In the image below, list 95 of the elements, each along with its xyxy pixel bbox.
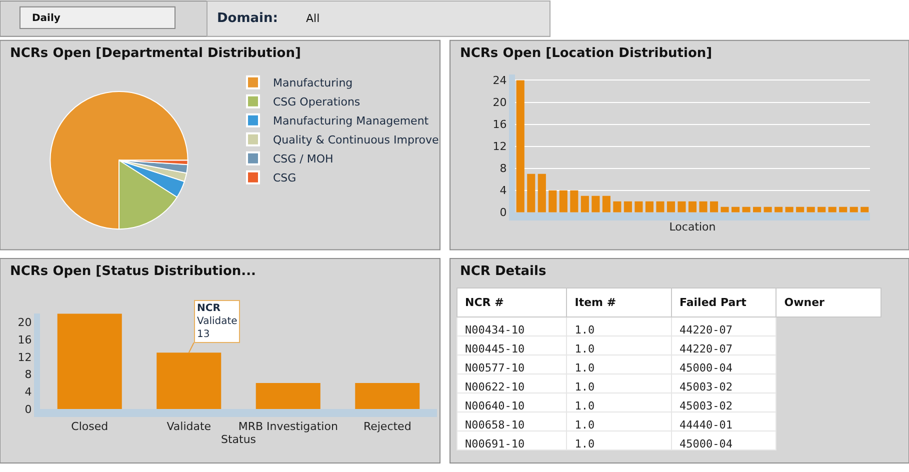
text: N00434-10 xyxy=(465,323,525,336)
x-tick-label: Validate xyxy=(166,420,212,434)
text: All xyxy=(306,12,320,25)
chart-title: NCRs Open [Location Distribution] xyxy=(460,46,712,61)
text: 1.0 xyxy=(574,323,595,336)
bar xyxy=(602,196,610,212)
bar xyxy=(57,314,122,409)
y-tick-label: 20 xyxy=(18,316,32,330)
text: Daily xyxy=(32,13,61,24)
text: 44220-07 xyxy=(679,323,732,336)
bar xyxy=(634,201,643,212)
y-tick-label: 0 xyxy=(500,206,507,220)
bar xyxy=(688,201,697,212)
text: Domain: xyxy=(217,11,278,26)
y-tick-label: 24 xyxy=(492,74,507,88)
text: N00622-10 xyxy=(465,380,525,394)
bar xyxy=(753,206,762,212)
text: 1.0 xyxy=(574,399,595,412)
bar xyxy=(548,190,557,212)
text: 44440-01 xyxy=(679,418,732,432)
bar xyxy=(774,206,783,212)
text: N00445-10 xyxy=(465,342,525,356)
bar xyxy=(527,174,536,212)
bar xyxy=(796,206,804,212)
text: 1.0 xyxy=(574,380,595,394)
bar xyxy=(732,206,740,212)
y-tick-label: 12 xyxy=(18,350,32,364)
bar xyxy=(559,190,568,212)
legend-label: CSG xyxy=(273,172,296,185)
y-tick-label: 4 xyxy=(500,184,507,198)
bar xyxy=(613,201,622,212)
bar xyxy=(355,382,420,409)
bar xyxy=(570,190,578,212)
bar xyxy=(839,206,848,212)
x-axis-title: Location xyxy=(669,220,716,234)
text: 45000-04 xyxy=(679,361,732,374)
text: N00691-10 xyxy=(465,437,525,450)
text: 1.0 xyxy=(574,361,595,374)
bar xyxy=(806,206,815,212)
y-tick-label: 4 xyxy=(24,385,32,398)
bar xyxy=(720,206,729,212)
legend-label: Quality & Continuous Improve xyxy=(273,134,439,147)
category-label: Owner xyxy=(784,296,826,310)
bar xyxy=(678,201,686,212)
x-tick-label: MRB Investigation xyxy=(238,420,338,434)
text: 44220-07 xyxy=(679,342,732,356)
y-tick-label: 0 xyxy=(24,402,32,416)
bar xyxy=(645,201,654,212)
bar xyxy=(592,196,600,212)
x-tick-label: Closed xyxy=(71,420,108,434)
x-tick-label: Rejected xyxy=(363,420,412,434)
bar xyxy=(256,382,320,409)
legend-label: CSG Operations xyxy=(273,96,360,109)
text: 45003-02 xyxy=(679,399,732,412)
bar xyxy=(699,201,708,212)
chart-title: NCRs Open [Status Distribution... xyxy=(10,264,256,279)
bar xyxy=(538,174,546,212)
bar xyxy=(656,201,664,212)
bar xyxy=(742,206,750,212)
legend-label: Manufacturing xyxy=(273,76,353,90)
bar xyxy=(860,206,869,212)
annotation: NCR Validate 13 xyxy=(197,303,238,340)
text: N00577-10 xyxy=(465,361,525,374)
y-tick-label: 12 xyxy=(492,140,507,154)
bar xyxy=(764,206,772,212)
bar xyxy=(828,206,836,212)
y-tick-label: 20 xyxy=(492,96,507,110)
text: 45000-04 xyxy=(679,437,732,450)
text: 45003-02 xyxy=(679,380,732,394)
y-tick-label: 8 xyxy=(500,162,507,176)
y-tick-label: 8 xyxy=(24,368,32,382)
legend-label: CSG / MOH xyxy=(273,152,334,166)
y-tick-label: 16 xyxy=(18,333,32,346)
bar xyxy=(156,352,222,409)
bar xyxy=(785,206,794,212)
bar xyxy=(818,206,826,212)
y-tick-label: 16 xyxy=(492,118,507,132)
x-axis-title: Status xyxy=(220,433,256,446)
text: 1.0 xyxy=(574,342,595,356)
bar xyxy=(850,206,858,212)
pie-slice xyxy=(50,91,188,230)
category-label: NCR # xyxy=(465,296,504,310)
text: N00640-10 xyxy=(465,399,525,412)
bar xyxy=(580,196,589,212)
category-label: Item # xyxy=(574,296,616,310)
text: N00658-10 xyxy=(465,418,525,432)
legend-label: Manufacturing Management xyxy=(273,114,430,128)
bar xyxy=(710,201,718,212)
category-label: Failed Part xyxy=(679,296,746,310)
text: 1.0 xyxy=(574,437,595,450)
text: 1.0 xyxy=(574,418,595,432)
text: NCR Details xyxy=(460,264,546,279)
bar xyxy=(624,201,632,212)
bar xyxy=(666,201,676,212)
text: NCRs Open [Departmental Distribution] xyxy=(10,46,301,61)
